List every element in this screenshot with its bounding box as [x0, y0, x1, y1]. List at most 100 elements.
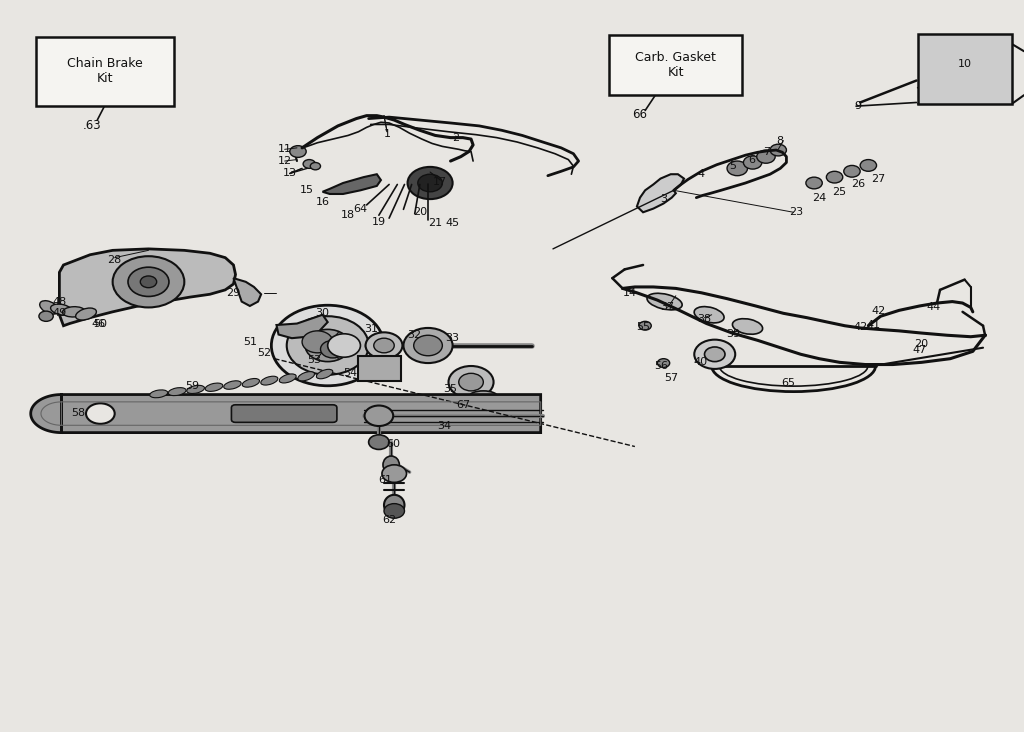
Circle shape — [757, 150, 775, 163]
FancyBboxPatch shape — [36, 37, 174, 106]
Circle shape — [303, 160, 315, 168]
Circle shape — [39, 311, 53, 321]
Text: 67: 67 — [456, 400, 470, 410]
Circle shape — [382, 465, 407, 482]
Circle shape — [806, 177, 822, 189]
Circle shape — [639, 321, 651, 330]
Text: 59: 59 — [185, 381, 200, 392]
Ellipse shape — [168, 388, 186, 395]
Text: 32: 32 — [408, 329, 422, 340]
Text: 53: 53 — [307, 355, 322, 365]
Polygon shape — [59, 249, 236, 326]
Text: 44: 44 — [927, 302, 941, 312]
Text: 12: 12 — [278, 156, 292, 166]
FancyBboxPatch shape — [231, 405, 337, 422]
Circle shape — [287, 316, 369, 375]
Text: 42: 42 — [871, 306, 886, 316]
Text: 17: 17 — [433, 176, 447, 187]
Circle shape — [727, 161, 748, 176]
Circle shape — [657, 359, 670, 367]
Text: 46: 46 — [91, 318, 105, 329]
Text: 29: 29 — [226, 288, 241, 298]
Circle shape — [459, 373, 483, 391]
Circle shape — [408, 167, 453, 199]
Text: 61: 61 — [378, 475, 392, 485]
Text: 47: 47 — [912, 345, 927, 355]
Text: 66: 66 — [633, 108, 647, 122]
Ellipse shape — [50, 304, 73, 315]
Circle shape — [140, 276, 157, 288]
Circle shape — [128, 267, 169, 296]
Ellipse shape — [384, 495, 404, 515]
Circle shape — [310, 163, 321, 170]
Text: Carb. Gasket
Kit: Carb. Gasket Kit — [636, 51, 716, 79]
Circle shape — [271, 305, 384, 386]
Text: 25: 25 — [833, 187, 847, 197]
Text: 51: 51 — [243, 337, 257, 347]
Text: 64: 64 — [353, 204, 368, 214]
Ellipse shape — [383, 456, 399, 474]
Circle shape — [302, 331, 333, 353]
Ellipse shape — [261, 376, 278, 385]
Polygon shape — [31, 395, 541, 433]
Circle shape — [305, 329, 350, 362]
Text: 50: 50 — [93, 318, 108, 329]
Circle shape — [328, 334, 360, 357]
Text: 20: 20 — [914, 339, 929, 349]
Text: 40: 40 — [693, 356, 708, 367]
Text: 4: 4 — [698, 169, 705, 179]
Text: 26: 26 — [851, 179, 865, 190]
Text: 27: 27 — [871, 174, 886, 184]
FancyBboxPatch shape — [358, 356, 401, 381]
Ellipse shape — [647, 294, 682, 310]
Text: 55: 55 — [636, 322, 650, 332]
Text: 35: 35 — [443, 384, 458, 395]
Ellipse shape — [40, 301, 58, 314]
Text: 7: 7 — [764, 146, 770, 157]
Ellipse shape — [186, 385, 205, 394]
Text: 65: 65 — [781, 378, 796, 388]
Ellipse shape — [223, 381, 242, 389]
Ellipse shape — [76, 308, 96, 320]
FancyBboxPatch shape — [918, 34, 1012, 104]
Circle shape — [705, 347, 725, 362]
Ellipse shape — [469, 391, 498, 403]
Circle shape — [449, 366, 494, 398]
Ellipse shape — [205, 383, 223, 392]
Text: Chain Brake
Kit: Chain Brake Kit — [68, 57, 142, 86]
Ellipse shape — [62, 307, 85, 317]
Text: 20: 20 — [413, 207, 427, 217]
Text: 13: 13 — [283, 168, 297, 179]
Text: .63: .63 — [83, 119, 101, 132]
Circle shape — [384, 504, 404, 518]
Text: 11: 11 — [278, 144, 292, 154]
Polygon shape — [323, 174, 381, 194]
Circle shape — [366, 332, 402, 359]
Circle shape — [694, 340, 735, 369]
Text: 39: 39 — [726, 329, 740, 339]
Text: 21: 21 — [428, 217, 442, 228]
Circle shape — [860, 160, 877, 171]
Ellipse shape — [316, 370, 333, 378]
Ellipse shape — [243, 378, 259, 387]
Ellipse shape — [694, 307, 724, 323]
Text: 57: 57 — [665, 373, 679, 383]
Text: 3: 3 — [660, 194, 667, 204]
Text: 49: 49 — [52, 307, 67, 318]
Ellipse shape — [732, 318, 763, 335]
Circle shape — [414, 335, 442, 356]
Circle shape — [403, 328, 453, 363]
Circle shape — [365, 406, 393, 426]
Text: 37: 37 — [660, 302, 675, 313]
Text: 10: 10 — [957, 59, 972, 70]
Circle shape — [374, 338, 394, 353]
Ellipse shape — [298, 372, 314, 381]
Text: 23: 23 — [790, 207, 804, 217]
Circle shape — [770, 144, 786, 156]
Text: 30: 30 — [315, 308, 330, 318]
Text: 48: 48 — [52, 297, 67, 307]
Circle shape — [86, 403, 115, 424]
Text: 15: 15 — [300, 184, 314, 195]
Text: 6: 6 — [749, 154, 755, 165]
Text: 34: 34 — [437, 421, 452, 431]
